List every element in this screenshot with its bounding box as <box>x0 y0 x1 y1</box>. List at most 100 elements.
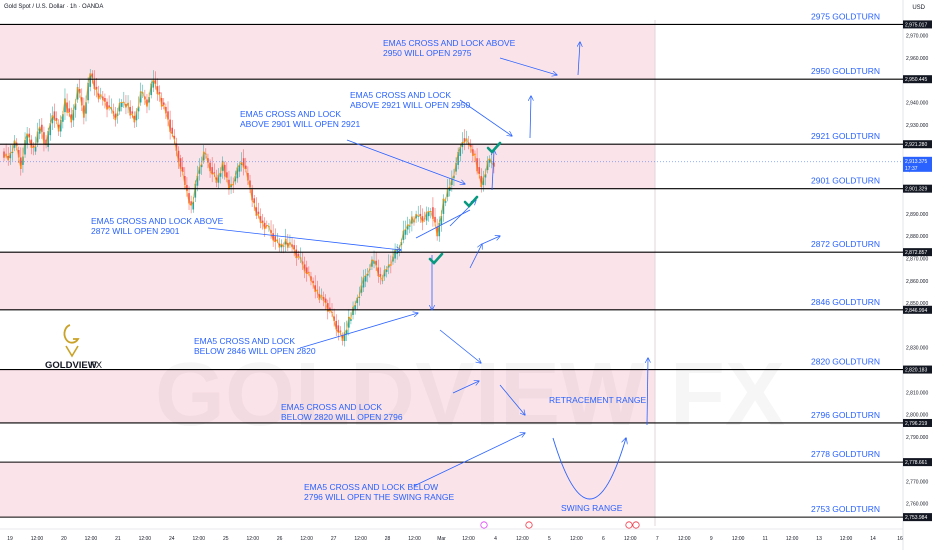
candle-body <box>486 160 489 171</box>
candle-body <box>57 124 60 132</box>
x-tick-label: 19 <box>7 536 13 542</box>
candle-body <box>493 162 495 167</box>
level-label: 2846 GOLDTURN <box>811 297 880 307</box>
level-price-tag-bg <box>903 140 932 149</box>
candle-body <box>427 211 430 217</box>
level-price-tag-bg <box>903 513 932 522</box>
candle-body <box>104 98 106 102</box>
candle-body <box>488 158 491 163</box>
level-price-tag-text: 2,846.994 <box>905 308 927 314</box>
checkmark-icon <box>428 252 444 265</box>
candle-body <box>219 172 222 177</box>
candle-body <box>451 178 453 185</box>
candle-body <box>261 220 264 223</box>
x-tick-label: 12:00 <box>840 536 853 542</box>
annotation-arrow <box>481 236 500 245</box>
candle-body <box>184 176 186 185</box>
candle-body <box>415 214 417 219</box>
candle-body <box>190 201 192 206</box>
annotation-text: EMA5 CROSS AND LOCK <box>350 90 451 100</box>
x-tick-label: 5 <box>548 536 551 542</box>
zone-band-1 <box>0 144 655 189</box>
candle-body <box>215 177 218 183</box>
candle-body <box>234 176 237 182</box>
annotation-text: EMA5 CROSS AND LOCK ABOVE <box>91 216 224 226</box>
event-marker-icon <box>632 521 640 529</box>
candle-body <box>72 109 75 121</box>
candle-body <box>209 162 211 172</box>
candle-body <box>379 274 382 277</box>
candle-body <box>66 102 68 113</box>
candle-body <box>291 244 293 248</box>
candle-body <box>36 131 39 143</box>
candle-body <box>175 143 178 151</box>
candle-body <box>53 111 56 121</box>
candle-body <box>358 296 361 298</box>
x-tick-label: 21 <box>115 536 121 542</box>
candle-body <box>28 133 31 138</box>
x-tick-label: 14 <box>870 536 876 542</box>
x-tick-label: 4 <box>494 536 497 542</box>
candle-body <box>83 105 85 118</box>
candle-body <box>76 87 79 100</box>
candle-body <box>383 269 386 277</box>
watermark-text: GOLDVIEW FX <box>155 345 785 445</box>
candle-body <box>333 316 335 321</box>
x-tick-label: 16 <box>897 536 903 542</box>
candle-body <box>93 80 96 89</box>
x-tick-label: 13 <box>816 536 822 542</box>
candle-body <box>417 215 420 217</box>
candle-body <box>230 184 232 188</box>
candle-body <box>411 216 413 224</box>
candle-body <box>133 115 136 123</box>
candle-body <box>186 184 188 192</box>
level-label: 2872 GOLDTURN <box>811 239 880 249</box>
candle-body <box>436 226 438 237</box>
annotation-arrow <box>578 42 580 76</box>
zone-band-3 <box>0 369 655 423</box>
candle-body <box>387 264 390 268</box>
candle-body <box>446 188 449 197</box>
candle-body <box>43 132 45 144</box>
goldview-logo-mark <box>65 345 79 358</box>
candle-body <box>156 86 159 95</box>
level-price-tag: 2,872.857 <box>903 248 932 257</box>
annotation-text: 2872 WILL OPEN 2901 <box>91 226 180 236</box>
candle-body <box>116 113 119 116</box>
level-price-tag-bg <box>903 75 932 84</box>
candle-body <box>45 139 47 146</box>
level-price-tag: 2,820.183 <box>903 365 932 374</box>
candle-body <box>312 280 314 284</box>
candle-body <box>97 93 100 100</box>
current-price-tag <box>903 156 932 172</box>
level-price-tag: 2,846.994 <box>903 305 932 314</box>
level-price-tag-text: 2,950.445 <box>905 77 927 83</box>
level-price-tag-bg <box>903 458 932 467</box>
ema5-line <box>3 72 495 342</box>
candle-body <box>41 124 43 133</box>
candle-body <box>270 230 272 234</box>
currency-label: USD <box>912 5 925 11</box>
candle-body <box>385 269 388 272</box>
level-label: 2753 GOLDTURN <box>811 504 880 514</box>
candle-body <box>49 123 52 136</box>
countdown-text: 17:37 <box>905 166 918 172</box>
goldview-logo-icon <box>63 324 80 344</box>
candle-body <box>162 102 165 105</box>
x-tick-label: 12:00 <box>354 536 367 542</box>
annotation-arrow <box>459 99 512 136</box>
annotation-text: ABOVE 2901 WILL OPEN 2921 <box>240 119 360 129</box>
candle-body <box>108 105 110 108</box>
candle-body <box>274 236 277 242</box>
candle-body <box>453 175 455 179</box>
x-tick-label: 12:00 <box>624 536 637 542</box>
candle-body <box>240 162 243 165</box>
annotation-arrow <box>299 313 418 349</box>
candle-body <box>68 108 70 113</box>
candle-body <box>173 135 176 140</box>
x-tick-label: 27 <box>331 536 337 542</box>
annotation-arrow <box>499 384 525 415</box>
candle-body <box>30 139 33 148</box>
